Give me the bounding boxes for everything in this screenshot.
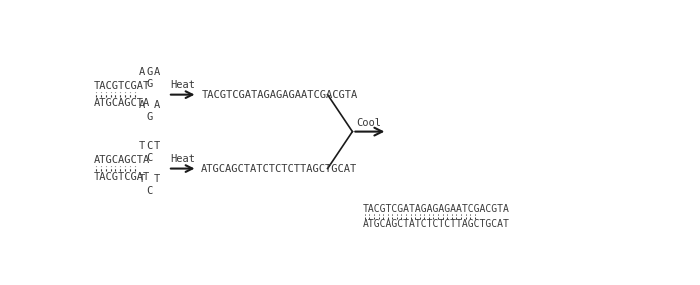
Text: A: A <box>154 67 160 77</box>
Text: T: T <box>139 174 145 184</box>
Text: T: T <box>154 174 160 184</box>
Text: A: A <box>139 67 145 77</box>
Text: Heat: Heat <box>170 80 195 90</box>
Text: G: G <box>146 112 153 122</box>
Text: TACGTCGAT: TACGTCGAT <box>94 172 150 182</box>
Text: C: C <box>146 153 153 163</box>
Text: ATGCAGCTA: ATGCAGCTA <box>94 155 150 165</box>
Text: C: C <box>146 141 153 151</box>
Text: ATGCAGCTATCTCTCTTAGCTGCAT: ATGCAGCTATCTCTCTTAGCTGCAT <box>363 219 510 229</box>
Text: T: T <box>139 141 145 151</box>
Text: G: G <box>146 79 153 89</box>
Text: TACGTCGATAGAGAGAATCGACGTA: TACGTCGATAGAGAGAATCGACGTA <box>202 90 358 100</box>
Text: ATGCAGCTATCTCTCTTAGCTGCAT: ATGCAGCTATCTCTCTTAGCTGCAT <box>202 164 358 174</box>
Text: A: A <box>139 100 145 110</box>
Text: Cool: Cool <box>356 118 382 128</box>
Text: A: A <box>154 100 160 110</box>
Text: C: C <box>146 186 153 196</box>
Text: ATGCAGCTA: ATGCAGCTA <box>94 99 150 109</box>
Text: TACGTCGATAGAGAGAATCGACGTA: TACGTCGATAGAGAGAATCGACGTA <box>363 204 510 214</box>
Text: Heat: Heat <box>170 154 195 164</box>
Text: T: T <box>154 141 160 151</box>
Text: G: G <box>146 67 153 77</box>
Text: TACGTCGAT: TACGTCGAT <box>94 81 150 91</box>
